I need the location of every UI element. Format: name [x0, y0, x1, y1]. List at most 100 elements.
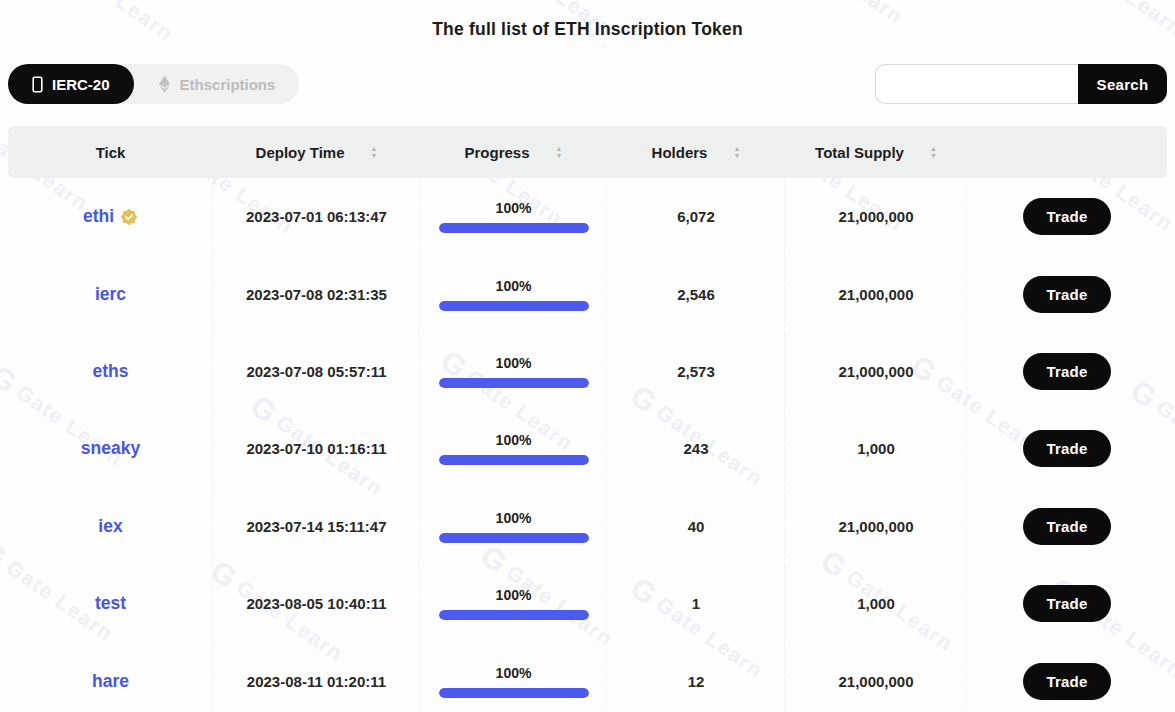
holders-value: 40 — [688, 518, 705, 535]
tick-label: sneaky — [81, 438, 140, 459]
tick-cell: ierc — [8, 255, 213, 332]
deploy-time-value: 2023-07-08 05:57:11 — [246, 363, 386, 380]
sort-icon[interactable]: ▲▼ — [556, 146, 563, 158]
table-row: hare 2023-08-11 01:20:11 100% 12 21,000,… — [8, 642, 1167, 712]
tick-link[interactable]: iex — [98, 516, 122, 537]
trade-button[interactable]: Trade — [1023, 430, 1111, 467]
progress-value: 100% — [496, 200, 532, 216]
table-header: Tick Deploy Time ▲▼ Progress ▲▼ Holders … — [8, 126, 1167, 178]
tick-link[interactable]: sneaky — [81, 438, 140, 459]
trade-button[interactable]: Trade — [1023, 353, 1111, 390]
sort-icon[interactable]: ▲▼ — [370, 146, 377, 158]
sort-icon[interactable]: ▲▼ — [733, 146, 740, 158]
total-supply-value: 21,000,000 — [838, 518, 913, 535]
progress-value: 100% — [496, 355, 532, 371]
tab-ethscriptions[interactable]: Ethscriptions — [134, 64, 300, 104]
total-supply-cell: 21,000,000 — [785, 642, 967, 712]
action-cell: Trade — [967, 565, 1167, 642]
table-row: sneaky 2023-07-10 01:16:11 100% 243 1,00… — [8, 410, 1167, 487]
tick-label: iex — [98, 516, 122, 537]
holders-cell: 2,546 — [607, 255, 785, 332]
progress-value: 100% — [496, 587, 532, 603]
tick-link[interactable]: hare — [92, 671, 129, 692]
tick-link[interactable]: eths — [93, 361, 129, 382]
deploy-time-cell: 2023-08-11 01:20:11 — [213, 642, 420, 712]
tick-link[interactable]: ethi — [83, 206, 138, 227]
progress-cell: 100% — [420, 178, 607, 255]
column-label: Progress — [465, 144, 530, 161]
total-supply-cell: 1,000 — [785, 410, 967, 487]
action-cell: Trade — [967, 410, 1167, 487]
toolbar: IERC-20 Ethscriptions Search — [8, 64, 1167, 104]
action-cell: Trade — [967, 333, 1167, 410]
column-header-progress[interactable]: Progress ▲▼ — [420, 144, 607, 161]
deploy-time-value: 2023-07-10 01:16:11 — [246, 440, 386, 457]
action-cell: Trade — [967, 178, 1167, 255]
page-title: The full list of ETH Inscription Token — [0, 0, 1175, 40]
sort-icon[interactable]: ▲▼ — [930, 146, 937, 158]
tick-label: ethi — [83, 206, 114, 227]
trade-button[interactable]: Trade — [1023, 585, 1111, 622]
deploy-time-value: 2023-08-05 10:40:11 — [246, 595, 386, 612]
deploy-time-value: 2023-07-01 06:13:47 — [246, 208, 387, 225]
holders-value: 2,546 — [677, 286, 715, 303]
holders-value: 2,573 — [677, 363, 715, 380]
progress-bar — [439, 223, 589, 233]
inscription-icon — [32, 76, 43, 93]
trade-button[interactable]: Trade — [1023, 198, 1111, 235]
tick-cell: hare — [8, 642, 213, 712]
tick-cell: eths — [8, 333, 213, 410]
search-input[interactable] — [875, 64, 1078, 104]
tab-group: IERC-20 Ethscriptions — [8, 64, 299, 104]
action-cell: Trade — [967, 488, 1167, 565]
action-cell: Trade — [967, 255, 1167, 332]
ethereum-icon — [158, 75, 171, 93]
tick-link[interactable]: ierc — [95, 284, 126, 305]
deploy-time-value: 2023-07-14 15:11:47 — [246, 518, 386, 535]
progress-cell: 100% — [420, 333, 607, 410]
column-header-tick: Tick — [8, 144, 213, 161]
holders-cell: 40 — [607, 488, 785, 565]
tick-link[interactable]: test — [95, 593, 126, 614]
tab-ierc20[interactable]: IERC-20 — [8, 64, 134, 104]
trade-button[interactable]: Trade — [1023, 508, 1111, 545]
table-row: test 2023-08-05 10:40:11 100% 1 1,000 Tr… — [8, 565, 1167, 642]
holders-cell: 243 — [607, 410, 785, 487]
tick-cell: sneaky — [8, 410, 213, 487]
column-label: Deploy Time — [256, 144, 345, 161]
deploy-time-value: 2023-07-08 02:31:35 — [246, 286, 387, 303]
page: GGate LearnGGate LearnGGate LearnGGate L… — [0, 0, 1175, 712]
total-supply-cell: 21,000,000 — [785, 255, 967, 332]
column-label: Tick — [96, 144, 126, 161]
deploy-time-cell: 2023-07-08 02:31:35 — [213, 255, 420, 332]
holders-value: 12 — [688, 673, 705, 690]
column-header-total-supply[interactable]: Total Supply ▲▼ — [785, 144, 967, 161]
progress-cell: 100% — [420, 255, 607, 332]
holders-value: 6,072 — [677, 208, 715, 225]
deploy-time-cell: 2023-07-10 01:16:11 — [213, 410, 420, 487]
search-button[interactable]: Search — [1078, 64, 1167, 104]
column-label: Total Supply — [815, 144, 904, 161]
trade-button[interactable]: Trade — [1023, 663, 1111, 700]
progress-cell: 100% — [420, 410, 607, 487]
holders-value: 1 — [692, 595, 700, 612]
progress-bar-fill — [439, 610, 589, 620]
tick-cell: test — [8, 565, 213, 642]
holders-cell: 1 — [607, 565, 785, 642]
progress-bar-fill — [439, 378, 589, 388]
progress-value: 100% — [496, 278, 532, 294]
tick-label: eths — [93, 361, 129, 382]
column-header-holders[interactable]: Holders ▲▼ — [607, 144, 785, 161]
tick-label: ierc — [95, 284, 126, 305]
table-row: ethi 2023-07-01 06:13:47 100% 6,072 — [8, 178, 1167, 255]
tab-label: Ethscriptions — [180, 76, 276, 93]
total-supply-cell: 21,000,000 — [785, 178, 967, 255]
tick-label: test — [95, 593, 126, 614]
trade-button[interactable]: Trade — [1023, 276, 1111, 313]
total-supply-value: 21,000,000 — [838, 286, 913, 303]
total-supply-cell: 1,000 — [785, 565, 967, 642]
column-header-deploy-time[interactable]: Deploy Time ▲▼ — [213, 144, 420, 161]
progress-cell: 100% — [420, 488, 607, 565]
progress-bar-fill — [439, 223, 589, 233]
table-row: iex 2023-07-14 15:11:47 100% 40 21,000,0… — [8, 488, 1167, 565]
